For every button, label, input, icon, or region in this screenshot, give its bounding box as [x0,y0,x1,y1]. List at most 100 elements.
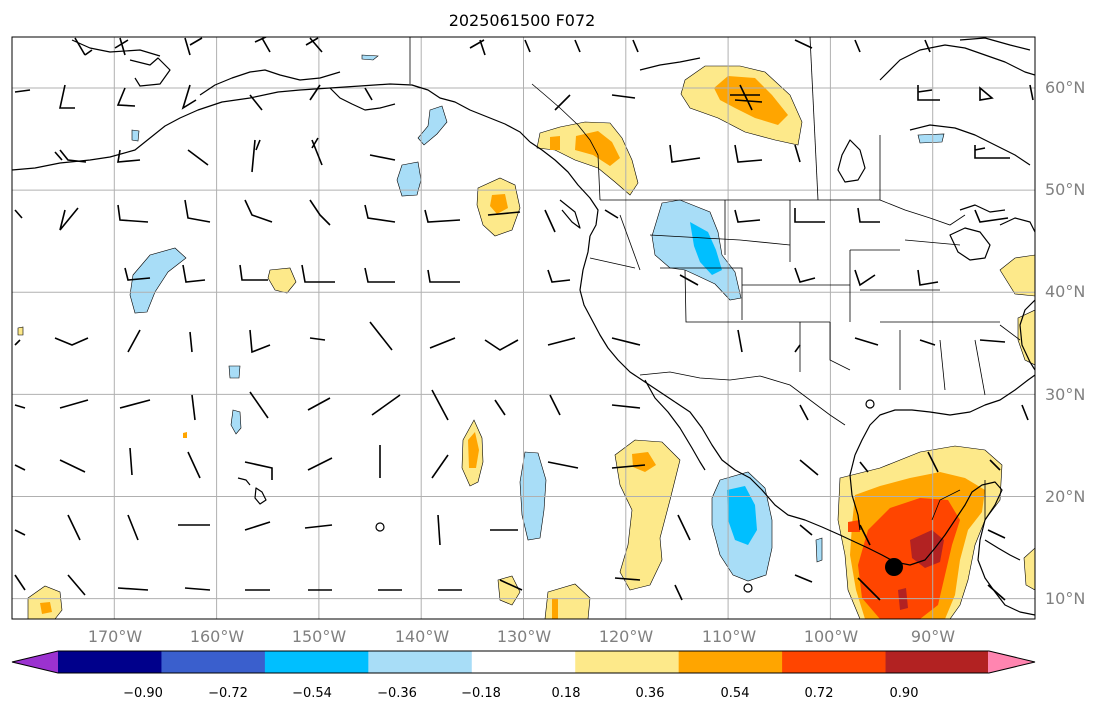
colorbar-extend-max [988,651,1035,673]
wind-barb [524,39,531,53]
lon-label: 140°W [395,627,450,646]
wind-barb [117,587,149,591]
wind-barb [54,149,87,163]
wind-barb [309,199,331,226]
wind-barb [59,459,86,473]
wind-barb [437,514,441,546]
wind-barb [184,587,211,591]
wind-barb [669,144,701,163]
colorbar-swatch [782,651,887,673]
colorbar-tick-label: 0.90 [890,686,919,701]
wind-barb [611,337,641,346]
colorbar-swatch [264,651,369,673]
wind-barb [547,269,571,283]
wind-barb [244,521,271,531]
wind-barb [129,447,133,476]
negative-anomaly-region [690,222,722,275]
wind-barb [794,144,801,163]
wind-barb [14,574,26,591]
wind-barb [14,529,26,536]
lon-label: 90°W [911,627,955,646]
lon-label: 110°W [702,627,757,646]
wind-barb [730,84,763,111]
wind-barb [632,39,639,53]
wind-barb [191,394,196,421]
wind-barbs [14,37,1034,601]
coastlines [12,37,1035,616]
colorbar-tick-labels: −0.90 −0.72 −0.54 −0.36 −0.18 0.18 0.36 … [123,686,918,701]
colorbar-tick-label: 0.36 [636,686,665,701]
wind-barb [307,397,331,411]
wind-barb [1021,404,1029,421]
wind-barb [799,404,809,421]
wind-barb [919,339,936,346]
colorbar-tick-label: 0.54 [721,686,750,701]
wind-barb [927,451,939,473]
wind-barb [369,154,396,161]
negative-anomaly-region [815,537,823,563]
negative-anomaly-region [361,54,379,61]
positive-anomaly-region [183,432,187,438]
wind-barb [794,39,813,49]
colorbar-swatch [161,651,266,673]
colorbar-tick-label: −0.36 [377,686,417,701]
wind-barb [301,264,335,283]
negative-anomaly-region [131,129,140,142]
wind-barb [364,87,373,101]
wind-barb [974,209,1009,223]
lat-label: 20°N [1045,487,1085,506]
positive-anomaly-region [848,520,860,532]
wind-barb [734,144,763,163]
wind-barb [244,199,273,223]
colorbar-swatch [58,651,162,673]
colorbar-swatch [368,651,473,673]
lat-label: 50°N [1045,180,1085,199]
wind-barb [431,389,449,421]
positive-anomaly-region [267,267,297,294]
wind-barb [737,329,743,353]
wind-barb [249,391,269,419]
wind-barb [251,139,261,173]
wind-barb [117,204,149,223]
positive-anomaly-region [550,136,560,150]
wind-barb [254,37,271,53]
wind-barb [979,86,994,101]
wind-barb [429,337,456,349]
lon-label: 150°W [292,627,347,646]
wind-barb [547,461,579,469]
lon-label: 160°W [190,627,245,646]
colorbar-swatch [678,651,783,673]
wind-barb [369,321,393,351]
positive-anomaly-region [575,131,620,166]
wind-barb [611,404,641,409]
colorbar-tick-label: −0.90 [123,686,163,701]
negative-anomaly-region [917,133,945,144]
wind-barb [734,209,761,223]
wind-barb [249,329,271,354]
colorbar-extend-min [12,651,59,673]
positive-anomaly-region [632,452,656,472]
political-borders [409,37,1021,521]
map-frame [11,36,1036,620]
wind-barb [794,344,801,353]
map-title: 2025061500 F072 [449,11,596,30]
wind-barb [487,211,521,216]
wind-barb [239,264,268,281]
lon-label: 130°W [497,627,552,646]
negative-anomaly-region [417,105,448,146]
wind-barb [371,394,401,416]
wind-barb [14,404,26,409]
colorbar-outline [11,650,1036,674]
positive-anomaly-region [536,121,639,196]
lon-label: 170°W [88,627,143,646]
wind-barb [182,264,206,283]
positive-anomaly-region [468,432,479,468]
wind-barb [59,399,89,409]
graticule [12,37,1035,619]
wind-barb [431,454,449,479]
wind-barb [54,337,89,346]
negative-anomaly-region [230,409,242,435]
wind-barb [854,39,861,53]
wind-barb [854,269,876,287]
wind-barb [794,267,816,283]
